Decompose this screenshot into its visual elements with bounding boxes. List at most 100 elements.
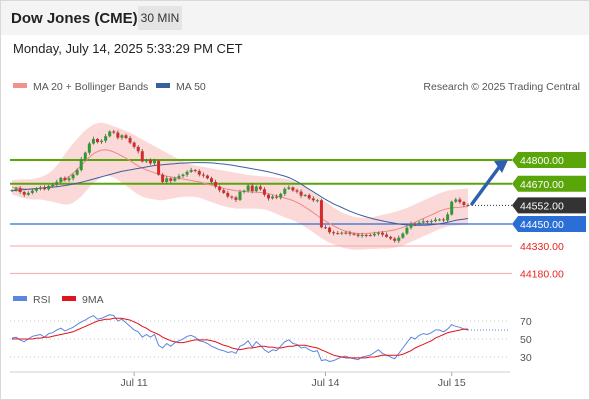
- current-price-label: 44552.00: [520, 200, 564, 212]
- candle-up: [283, 188, 287, 194]
- candle-down: [226, 192, 230, 197]
- current-price-tag: [512, 197, 586, 214]
- candle-up: [303, 195, 307, 197]
- candle-up: [14, 188, 18, 191]
- candle-down: [299, 191, 303, 196]
- candle-up: [421, 221, 425, 223]
- x-tick-label: Jul 15: [438, 377, 466, 389]
- candle-down: [161, 174, 165, 182]
- candle-down: [22, 192, 26, 195]
- candle-down: [295, 190, 299, 192]
- candle-up: [10, 190, 14, 192]
- candle-down: [234, 197, 238, 200]
- support-label: 44180.00: [520, 268, 564, 280]
- candle-down: [116, 132, 120, 138]
- candle-down: [124, 135, 128, 139]
- timeframe-button[interactable]: 30 MIN: [138, 6, 182, 30]
- candle-down: [262, 189, 266, 195]
- candle-down: [328, 227, 332, 233]
- candle-up: [409, 223, 413, 228]
- resistance-label: 44800.00: [520, 155, 564, 167]
- candle-down: [193, 170, 197, 172]
- support-label: 44330.00: [520, 241, 564, 253]
- candle-down: [393, 238, 397, 241]
- candle-down: [348, 232, 352, 234]
- candle-up: [67, 178, 71, 181]
- candle-down: [136, 146, 140, 152]
- ma50-line: [11, 162, 469, 226]
- rsi-ma-line: [12, 317, 468, 359]
- candle-up: [438, 219, 441, 221]
- candle-up: [51, 184, 55, 186]
- candle-up: [144, 160, 148, 162]
- candle-down: [267, 194, 270, 199]
- rsi-tick-label: 70: [520, 316, 532, 328]
- forecast-arrow-head: [494, 160, 508, 173]
- candle-down: [291, 187, 295, 191]
- candle-up: [401, 233, 405, 238]
- candle-up: [242, 190, 246, 192]
- x-tick-label: Jul 11: [121, 377, 148, 389]
- candle-down: [413, 223, 417, 225]
- candle-down: [218, 186, 222, 191]
- bollinger-band: [12, 122, 468, 250]
- candle-down: [128, 138, 132, 143]
- candle-up: [446, 214, 450, 221]
- candle-down: [157, 160, 161, 175]
- timestamp: Monday, July 14, 2025 5:33:29 PM CET: [13, 41, 243, 56]
- candle-up: [165, 178, 169, 182]
- candle-up: [83, 152, 87, 160]
- candle-up: [55, 181, 59, 185]
- candle-down: [148, 160, 152, 164]
- candle-down: [18, 188, 22, 192]
- candle-down: [466, 204, 470, 206]
- rsi-legend-label: RSI: [33, 294, 51, 306]
- candle-up: [173, 178, 177, 181]
- candle-up: [100, 140, 104, 143]
- candle-up: [59, 177, 63, 182]
- candle-down: [197, 170, 201, 175]
- candle-up: [271, 196, 275, 199]
- forecast-arrow-shaft: [470, 164, 502, 206]
- candle-up: [177, 176, 181, 179]
- candle-up: [108, 131, 112, 137]
- candle-up: [30, 190, 34, 193]
- candle-up: [376, 232, 380, 234]
- candle-up: [189, 170, 193, 172]
- candle-up: [91, 138, 95, 144]
- x-tick-label: Jul 14: [311, 377, 339, 389]
- candle-down: [352, 233, 356, 235]
- candle-up: [47, 185, 51, 190]
- candle-up: [39, 187, 42, 189]
- candle-down: [132, 142, 136, 147]
- candle-down: [364, 234, 368, 236]
- candle-up: [279, 193, 283, 198]
- candle-down: [389, 236, 393, 239]
- candle-down: [205, 175, 209, 179]
- candle-down: [96, 138, 99, 143]
- candle-up: [75, 170, 79, 175]
- candle-up: [360, 234, 364, 236]
- candle-up: [79, 159, 83, 171]
- candle-down: [336, 233, 340, 235]
- candle-down: [442, 219, 446, 221]
- candle-down: [140, 151, 144, 162]
- candle-down: [332, 232, 336, 234]
- candle-up: [454, 199, 458, 202]
- resistance-label: 44670.00: [520, 179, 564, 191]
- candle-down: [307, 195, 311, 199]
- candle-down: [63, 177, 67, 181]
- candle-down: [368, 235, 372, 237]
- pivot-label: 44450.00: [520, 219, 564, 231]
- ma50-legend-label: MA 50: [176, 81, 206, 93]
- candle-down: [222, 190, 226, 193]
- candle-down: [425, 221, 429, 223]
- candle-down: [356, 234, 360, 236]
- candle-down: [385, 234, 389, 237]
- rsi-legend-swatch: [13, 296, 27, 301]
- candle-up: [287, 187, 291, 189]
- rsi-line: [11, 314, 469, 363]
- candle-up: [405, 227, 409, 234]
- candle-down: [324, 227, 327, 229]
